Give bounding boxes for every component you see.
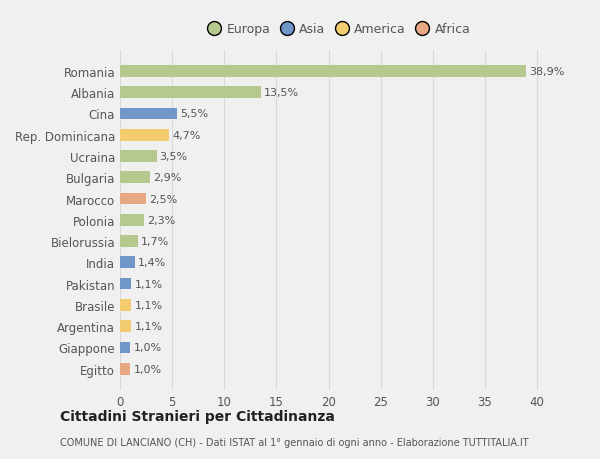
Text: 1,1%: 1,1% xyxy=(134,300,163,310)
Text: 2,5%: 2,5% xyxy=(149,194,178,204)
Bar xyxy=(120,257,134,269)
Bar xyxy=(120,172,150,184)
Text: 13,5%: 13,5% xyxy=(264,88,299,98)
Bar xyxy=(120,87,261,99)
Text: 1,0%: 1,0% xyxy=(134,343,161,353)
Text: 1,7%: 1,7% xyxy=(141,236,169,246)
Text: 38,9%: 38,9% xyxy=(529,67,564,77)
Text: 3,5%: 3,5% xyxy=(160,151,188,162)
Bar xyxy=(120,363,130,375)
Bar xyxy=(120,320,131,332)
Bar xyxy=(120,342,130,353)
Text: 1,0%: 1,0% xyxy=(134,364,161,374)
Bar xyxy=(120,193,146,205)
Text: 1,4%: 1,4% xyxy=(138,258,166,268)
Text: 5,5%: 5,5% xyxy=(181,109,209,119)
Bar xyxy=(120,151,157,162)
Bar xyxy=(120,278,131,290)
Bar xyxy=(120,236,138,247)
Text: 2,3%: 2,3% xyxy=(147,215,175,225)
Text: 1,1%: 1,1% xyxy=(134,279,163,289)
Text: 4,7%: 4,7% xyxy=(172,130,200,140)
Bar xyxy=(120,214,144,226)
Bar xyxy=(120,66,526,78)
Text: 2,9%: 2,9% xyxy=(154,173,182,183)
Text: 1,1%: 1,1% xyxy=(134,321,163,331)
Text: COMUNE DI LANCIANO (CH) - Dati ISTAT al 1° gennaio di ogni anno - Elaborazione T: COMUNE DI LANCIANO (CH) - Dati ISTAT al … xyxy=(60,437,529,447)
Bar xyxy=(120,108,178,120)
Bar xyxy=(120,129,169,141)
Text: Cittadini Stranieri per Cittadinanza: Cittadini Stranieri per Cittadinanza xyxy=(60,409,335,423)
Legend: Europa, Asia, America, Africa: Europa, Asia, America, Africa xyxy=(204,19,474,40)
Bar xyxy=(120,299,131,311)
